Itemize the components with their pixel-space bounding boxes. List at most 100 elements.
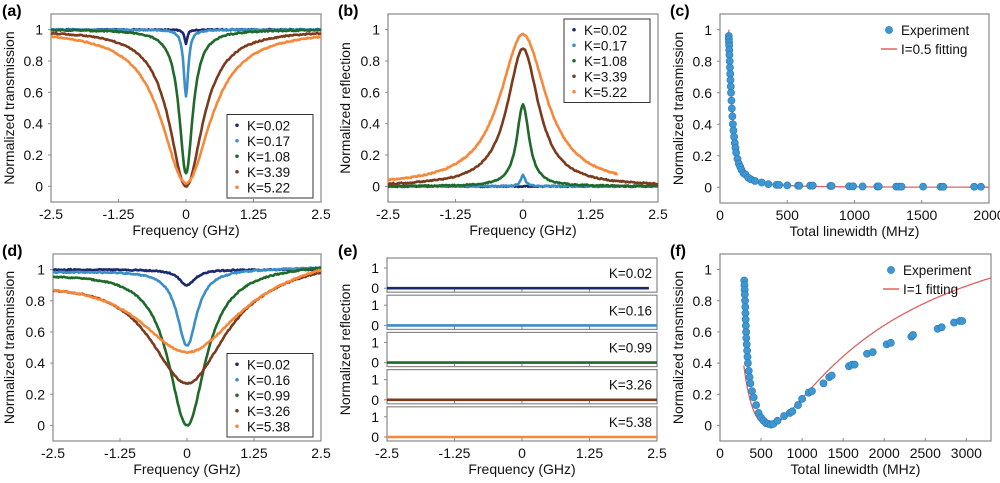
x-tick-label: -2.5 — [39, 206, 63, 222]
panel-label: (d) — [2, 243, 22, 260]
experiment-point — [970, 182, 979, 191]
subplot-label: K=5.38 — [609, 415, 652, 430]
legend-label: K=0.17 — [584, 38, 627, 53]
series-line — [52, 266, 322, 427]
legend-label: K=1.08 — [584, 54, 627, 69]
legend-label: K=5.22 — [247, 180, 290, 195]
x-axis-label: Frequency (GHz) — [132, 222, 239, 238]
experiment-point — [757, 178, 766, 187]
legend-marker — [235, 154, 239, 159]
y-axis-label: Normalized reflection — [337, 42, 353, 174]
legend: Experiment I=1 fitting — [883, 263, 972, 297]
legend-marker — [887, 266, 895, 274]
legend-box — [563, 18, 651, 103]
x-tick-label: 1500 — [906, 207, 937, 223]
y-tick-label: 0.4 — [24, 116, 44, 132]
y-tick-label: 0.4 — [693, 355, 713, 371]
x-tick-label: 2.5 — [311, 206, 331, 222]
x-axis-label: Total linewidth (MHz) — [791, 461, 921, 477]
x-tick-label: 2000 — [973, 207, 1000, 223]
experiment-point — [749, 393, 758, 402]
y-tick-label: 0 — [371, 392, 379, 408]
panel-d: -2.5 -1.25 0 1.25 2.5 0 0.2 0.4 0.6 0.8 1 Frequency… — [1, 243, 331, 477]
x-tick-label: 2.5 — [311, 445, 331, 461]
subplot-label: K=0.16 — [609, 303, 652, 318]
legend-label: Experiment — [903, 263, 972, 278]
legend-label: K=0.02 — [247, 357, 290, 372]
legend: K=0.02K=0.17K=1.08K=3.39K=5.22 — [563, 18, 651, 103]
y-tick-label: 0.6 — [24, 84, 44, 100]
y-tick-label: 0.4 — [361, 116, 381, 132]
experiment-point — [746, 379, 755, 388]
experiment-point — [773, 416, 782, 425]
legend-marker — [572, 43, 576, 48]
y-tick-label: 0.6 — [26, 324, 46, 340]
x-tick-label: 0 — [716, 445, 724, 461]
subplot: 0 1 K=0.16 — [371, 294, 658, 333]
series-line — [50, 31, 322, 188]
experiment-point — [783, 181, 792, 190]
y-axis-label: Normalized transmission — [1, 271, 17, 424]
y-axis-label: Normalized reflection — [337, 284, 353, 416]
legend-label: Experiment — [901, 23, 970, 38]
legend-marker — [572, 74, 576, 79]
legend-label: K=0.02 — [584, 23, 627, 38]
experiment-point — [752, 401, 761, 410]
experiment-point — [795, 181, 804, 190]
panel-c: 0 500 1000 1500 2000 0 0.2 0.4 0.6 0.8 1 Total line… — [670, 3, 1000, 239]
experiment-point — [937, 323, 946, 332]
legend-label: K=5.38 — [247, 419, 290, 434]
series-line — [52, 265, 322, 347]
y-tick-label: 0 — [37, 417, 45, 433]
x-tick-label: -1.25 — [103, 206, 135, 222]
experiment-point — [858, 182, 867, 191]
experiment-point — [732, 148, 741, 157]
experiment-point — [850, 360, 859, 369]
experiment-point — [744, 359, 752, 367]
panel-label: (f) — [670, 243, 686, 260]
legend-label: K=1.08 — [247, 149, 290, 164]
y-tick-label: 0 — [371, 280, 379, 296]
subplot: 0 1 K=3.26 — [371, 369, 658, 408]
x-tick-label: -2.5 — [41, 445, 65, 461]
legend: Experiment I=0.5 fitting — [881, 23, 970, 57]
y-tick-label: 0.8 — [693, 293, 713, 309]
legend-label: K=5.22 — [584, 85, 627, 100]
panel-a: -2.5 -1.25 0 1.25 2.5 0 0.2 0.4 0.6 0.8 1 Frequency… — [1, 3, 331, 238]
x-tick-label: 1000 — [787, 445, 818, 461]
x-axis-label: Frequency (GHz) — [469, 222, 576, 238]
subplot: 0 1 K=0.02 — [371, 257, 658, 296]
y-tick-label: 0 — [371, 429, 379, 445]
experiment-point — [827, 182, 836, 190]
experiment-point — [897, 182, 906, 191]
x-tick-label: 0 — [518, 445, 526, 461]
x-tick-label: 1.25 — [576, 445, 603, 461]
y-tick-label: 0.4 — [26, 355, 46, 371]
x-tick-label: -2.5 — [375, 445, 399, 461]
legend-marker — [572, 89, 576, 94]
series-line — [387, 32, 619, 182]
x-tick-label: 2.5 — [647, 445, 667, 461]
experiment-point — [794, 401, 802, 410]
panel-label: (b) — [338, 3, 358, 20]
experiment-point — [939, 182, 948, 191]
panel-label: (e) — [338, 243, 358, 260]
experiment-point — [788, 407, 797, 416]
y-axis-label: Normalized transmission — [670, 32, 686, 185]
x-tick-label: 500 — [749, 445, 773, 461]
subplot-label: K=0.02 — [609, 266, 652, 281]
y-tick-label: 1 — [35, 22, 43, 38]
y-tick-label: 1 — [704, 262, 712, 278]
legend-marker — [572, 27, 576, 32]
legend-marker — [235, 138, 239, 143]
legend-label: K=0.02 — [247, 118, 290, 133]
y-tick-label: 0.2 — [693, 386, 713, 402]
panel-label: (c) — [670, 3, 690, 20]
legend-marker — [235, 169, 239, 174]
y-tick-label: 0 — [35, 178, 43, 194]
y-tick-label: 0.8 — [693, 53, 713, 69]
x-axis-label: Frequency (GHz) — [133, 461, 240, 477]
y-tick-label: 0.6 — [693, 85, 713, 101]
y-tick-label: 0.4 — [693, 116, 713, 132]
x-tick-label: 0 — [183, 445, 191, 461]
